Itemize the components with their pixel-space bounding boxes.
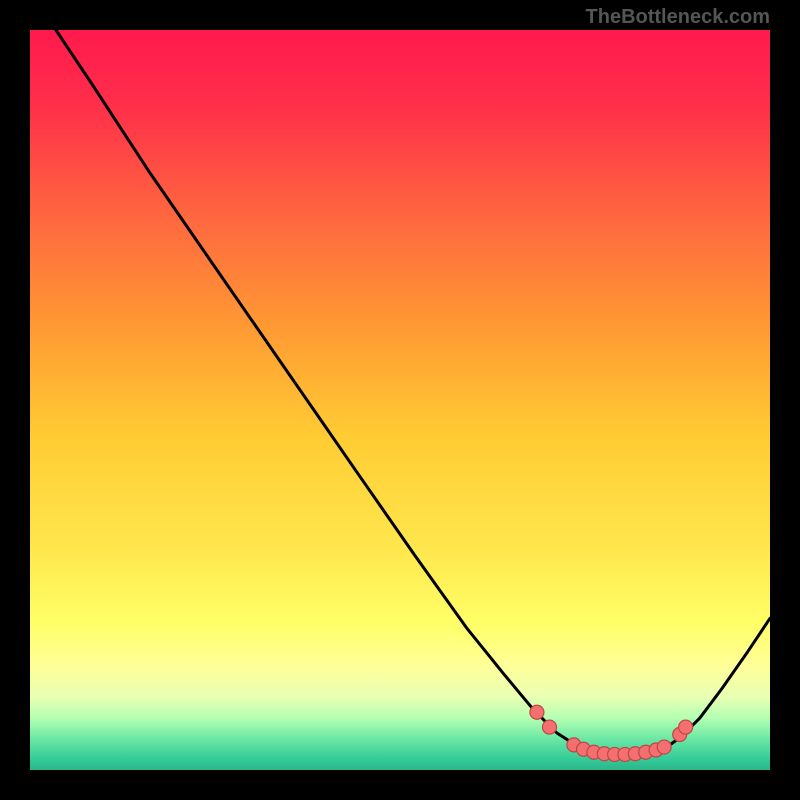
curve-marker	[542, 720, 556, 734]
curve-marker	[530, 705, 544, 719]
plot-area	[30, 30, 770, 770]
curve-marker	[657, 740, 671, 754]
chart-container: TheBottleneck.com	[0, 0, 800, 800]
chart-svg	[30, 30, 770, 770]
watermark-text: TheBottleneck.com	[586, 6, 770, 29]
curve-marker	[679, 720, 693, 734]
gradient-background	[30, 30, 770, 770]
